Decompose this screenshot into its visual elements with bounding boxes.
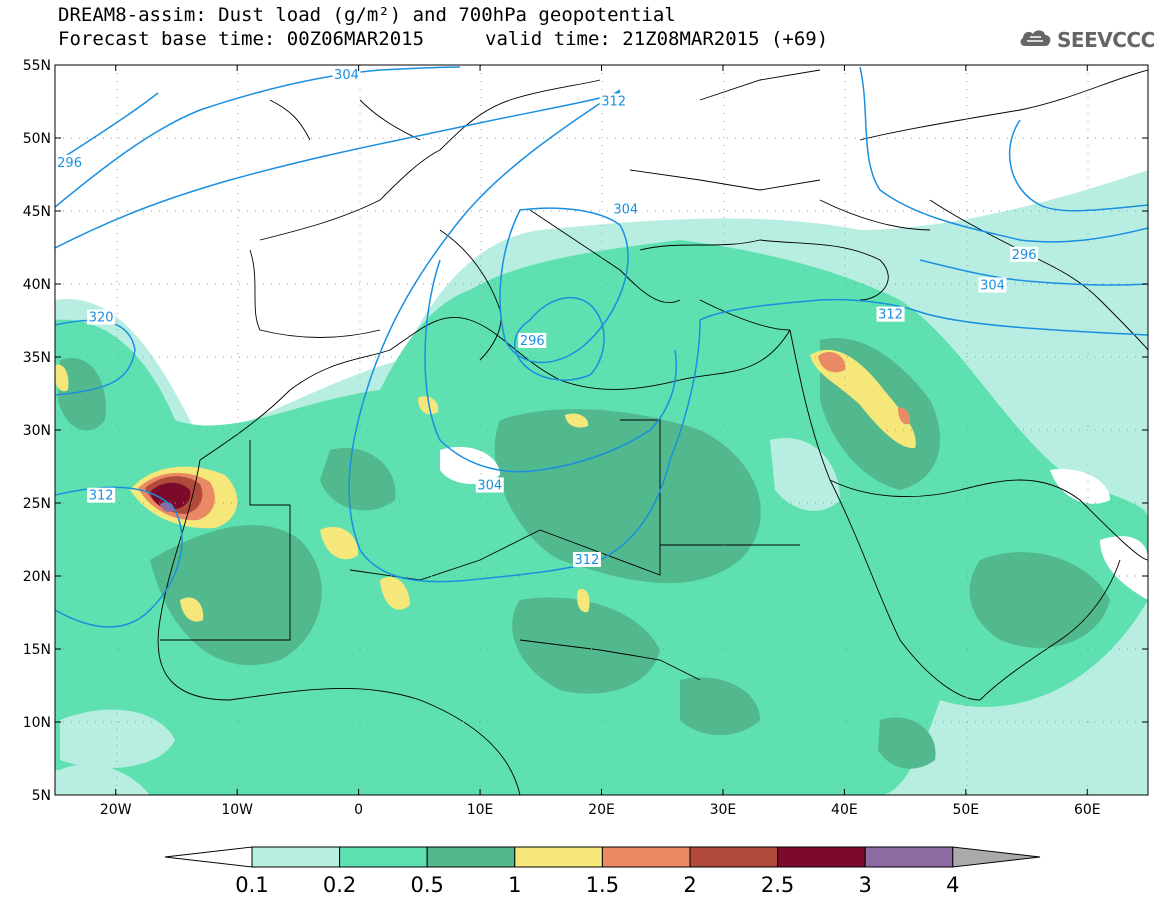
cloud-icon xyxy=(1017,26,1053,54)
lon-label: 50E xyxy=(952,802,979,818)
lon-label: 40E xyxy=(831,802,858,818)
contour-label: 320 xyxy=(89,311,114,326)
contour-label: 304 xyxy=(980,278,1005,293)
dust-field xyxy=(55,170,1148,795)
lat-label: 10N xyxy=(23,715,51,731)
lat-label: 25N xyxy=(23,496,51,512)
contour-label: 304 xyxy=(334,68,359,83)
contour-label-bg xyxy=(332,67,361,83)
lon-label: 20W xyxy=(100,802,132,818)
colorbar-over-arrow xyxy=(952,846,1041,868)
colorbar-label: 4 xyxy=(946,873,959,897)
colorbar-segment xyxy=(426,846,516,868)
contour-label-bg xyxy=(611,201,640,217)
colorbar-segment xyxy=(689,846,779,868)
lat-label: 50N xyxy=(23,131,51,147)
contour-label: 296 xyxy=(1012,248,1037,263)
lon-label: 0 xyxy=(354,802,363,818)
contour-label-bg xyxy=(55,154,84,170)
contour-label: 312 xyxy=(575,553,600,568)
lon-label: 10E xyxy=(467,802,494,818)
colorbar-label: 1.5 xyxy=(586,873,619,897)
graticule xyxy=(55,65,1148,795)
valid-time: valid time: 21Z08MAR2015 (+69) xyxy=(485,28,829,50)
contour-label-bg xyxy=(87,309,116,325)
lon-label: 60E xyxy=(1074,802,1101,818)
contour-label-bg xyxy=(518,332,547,348)
colorbar-segment xyxy=(777,846,866,868)
contour-label: 312 xyxy=(89,489,114,504)
lat-label: 15N xyxy=(23,642,51,658)
colorbar-label: 0.2 xyxy=(323,873,356,897)
contour-label: 312 xyxy=(601,95,626,110)
contour-label-bg xyxy=(475,477,504,493)
contour-label: 312 xyxy=(878,308,903,323)
colorbar-label: 2 xyxy=(683,873,696,897)
colorbar-segment xyxy=(864,846,954,868)
lat-label: 35N xyxy=(23,350,51,366)
contour-label: 304 xyxy=(477,478,502,493)
colorbar-label: 3 xyxy=(859,873,872,897)
logo-text: SEEVCCC xyxy=(1057,28,1155,52)
lat-label: 45N xyxy=(23,204,51,220)
lat-label: 55N xyxy=(23,58,51,74)
coastlines xyxy=(157,69,1148,795)
colorbar-segment xyxy=(601,846,691,868)
contour-label-bg xyxy=(599,93,628,109)
axis-ticks xyxy=(55,64,1148,796)
contour-label-bg xyxy=(572,551,601,567)
lat-label: 5N xyxy=(32,788,51,804)
seevccc-logo: SEEVCCC xyxy=(1017,26,1155,54)
lon-label: 20E xyxy=(588,802,615,818)
contour-label: 296 xyxy=(57,156,82,171)
contour-label-bg xyxy=(1010,246,1039,262)
lat-label: 40N xyxy=(23,277,51,293)
lon-label: 10W xyxy=(221,802,253,818)
contour-label-bg xyxy=(87,487,116,503)
colorbar-segment xyxy=(251,846,341,868)
colorbar-segment xyxy=(339,846,428,868)
colorbar-under-arrow xyxy=(164,846,253,868)
title-line-1: DREAM8-assim: Dust load (g/m²) and 700hP… xyxy=(58,4,676,26)
colorbar-label: 0.5 xyxy=(410,873,443,897)
lat-labels: 55N 50N 45N 40N 35N 30N 25N 20N 15N 10N 5N xyxy=(23,58,51,804)
colorbar-label: 0.1 xyxy=(235,873,268,897)
contour-label: 304 xyxy=(613,203,638,218)
lon-label: 30E xyxy=(710,802,737,818)
contour-label-bg xyxy=(876,306,905,322)
colorbar-segment xyxy=(514,846,603,868)
contour-label-bg xyxy=(978,277,1007,293)
lat-label: 20N xyxy=(23,569,51,585)
forecast-base-time: Forecast base time: 00Z06MAR2015 xyxy=(58,28,425,50)
contour-labels: 304 312 296 304 296 304 312 320 296 312 304 312 xyxy=(55,67,1039,568)
colorbar: 0.1 0.2 0.5 1 1.5 2 2.5 3 4 xyxy=(164,846,1041,897)
lon-labels: 20W 10W 0 10E 20E 30E 40E 50E 60E xyxy=(100,802,1101,818)
lat-label: 30N xyxy=(23,423,51,439)
colorbar-label: 1 xyxy=(508,873,521,897)
contour-label: 296 xyxy=(520,334,545,349)
colorbar-label: 2.5 xyxy=(761,873,794,897)
